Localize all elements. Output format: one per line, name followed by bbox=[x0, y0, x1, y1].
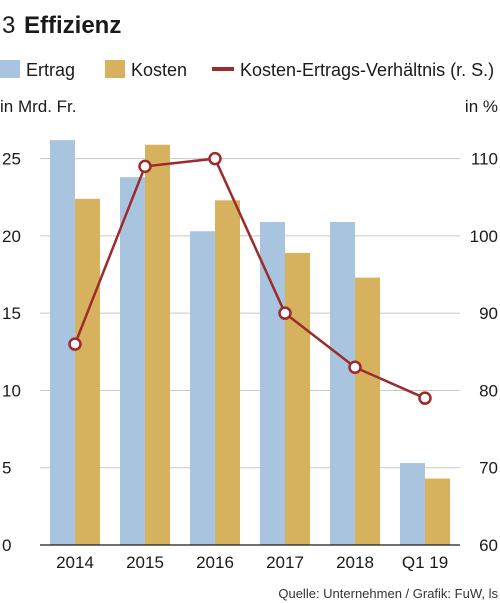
left-tick-label: 0 bbox=[2, 536, 11, 555]
ratio-point bbox=[278, 306, 292, 320]
left-axis-unit: in Mrd. Fr. bbox=[0, 97, 77, 116]
legend-swatch-ratio bbox=[212, 67, 234, 71]
bar-kosten bbox=[355, 277, 380, 545]
bar-ertrag bbox=[260, 222, 285, 545]
x-tick-label: Q1 19 bbox=[402, 553, 448, 572]
left-tick-label: 5 bbox=[2, 459, 11, 478]
gridlines bbox=[40, 158, 460, 469]
ratio-point bbox=[348, 360, 362, 375]
ratio-point bbox=[208, 151, 222, 166]
x-tick-label: 2016 bbox=[196, 553, 234, 572]
bar-kosten bbox=[215, 200, 240, 545]
ratio-point bbox=[418, 391, 432, 405]
legend-swatch-ertrag bbox=[0, 60, 20, 78]
right-tick-label: 60 bbox=[479, 536, 498, 555]
left-tick-label: 10 bbox=[2, 381, 21, 400]
right-tick-label: 100 bbox=[470, 227, 498, 246]
bar-ertrag bbox=[400, 463, 425, 545]
bar-ertrag bbox=[120, 177, 145, 545]
right-tick-label: 90 bbox=[479, 304, 498, 323]
right-tick-label: 70 bbox=[479, 459, 498, 478]
x-tick-label: 2014 bbox=[56, 553, 94, 572]
bar-kosten bbox=[285, 252, 310, 545]
right-axis-unit: in % bbox=[465, 97, 498, 116]
x-tick-label: 2017 bbox=[266, 553, 304, 572]
legend-label-ertrag: Ertrag bbox=[26, 60, 75, 80]
left-tick-label: 25 bbox=[2, 150, 21, 169]
left-tick-label: 15 bbox=[2, 304, 21, 323]
legend-label-ratio: Kosten-Ertrags-Verhältnis (r. S.) bbox=[240, 60, 494, 80]
left-tick-label: 20 bbox=[2, 227, 21, 246]
bar-ertrag bbox=[190, 231, 215, 546]
ratio-point bbox=[68, 337, 82, 351]
x-tick-label: 2015 bbox=[126, 553, 164, 572]
ratio-point bbox=[138, 159, 152, 174]
bar-kosten bbox=[145, 144, 170, 545]
ratio-line-path bbox=[73, 157, 426, 400]
bars bbox=[50, 140, 450, 546]
chart-number: 3 bbox=[2, 12, 15, 39]
legend-swatch-kosten bbox=[105, 60, 125, 78]
source-note: Quelle: Unternehmen / Grafik: FuW, ls bbox=[278, 586, 498, 601]
bar-kosten bbox=[75, 198, 100, 545]
right-tick-label: 80 bbox=[479, 381, 498, 400]
x-tick-label: 2018 bbox=[336, 553, 374, 572]
chart-title: Effizienz bbox=[24, 12, 121, 39]
legend: Ertrag Kosten Kosten-Ertrags-Verhältnis … bbox=[0, 60, 494, 80]
bar-ertrag bbox=[330, 222, 355, 545]
right-tick-label: 110 bbox=[471, 150, 498, 169]
legend-label-kosten: Kosten bbox=[131, 60, 187, 80]
bar-kosten bbox=[425, 478, 450, 545]
ratio-line bbox=[68, 151, 432, 405]
tick-labels: 0 5 10 15 20 25 60 70 80 90 100 110 2014 2015 2016 2017… bbox=[2, 150, 498, 572]
